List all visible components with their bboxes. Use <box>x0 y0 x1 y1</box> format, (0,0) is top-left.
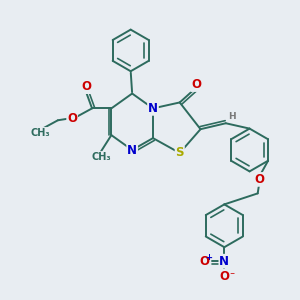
Text: O: O <box>219 269 229 283</box>
Text: N: N <box>127 143 137 157</box>
Text: +: + <box>205 253 212 262</box>
Text: O: O <box>254 173 264 186</box>
Text: ⁻: ⁻ <box>230 271 235 281</box>
Text: O: O <box>67 112 77 125</box>
Text: CH₃: CH₃ <box>30 128 50 138</box>
Text: S: S <box>176 146 184 160</box>
Text: O: O <box>191 78 201 91</box>
Text: N: N <box>219 255 229 268</box>
Text: O: O <box>81 80 91 93</box>
Text: H: H <box>229 112 236 121</box>
Text: O: O <box>200 255 209 268</box>
Text: CH₃: CH₃ <box>91 152 111 162</box>
Text: N: N <box>148 102 158 115</box>
